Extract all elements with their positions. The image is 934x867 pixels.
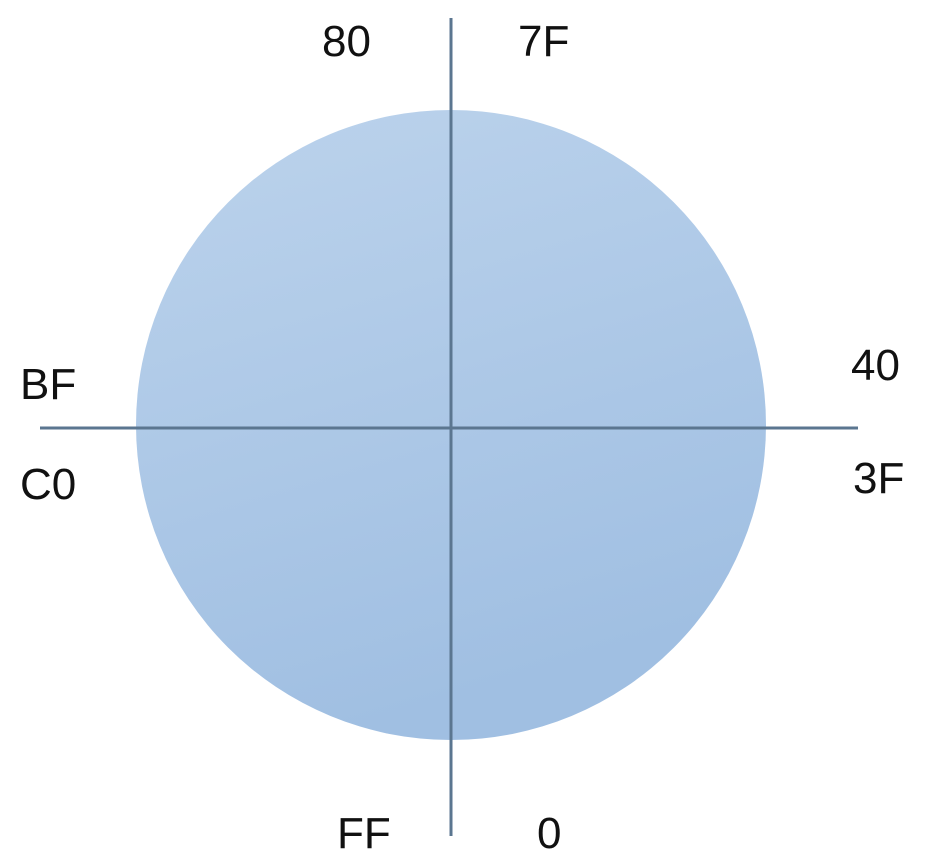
label-80: 80: [322, 17, 371, 66]
label-bf: BF: [20, 360, 77, 409]
label-3f: 3F: [853, 454, 905, 503]
label-ff: FF: [337, 809, 391, 858]
label-7f: 7F: [518, 17, 570, 66]
label-0: 0: [537, 809, 562, 858]
label-40: 40: [851, 341, 900, 390]
label-c0: C0: [20, 460, 77, 509]
